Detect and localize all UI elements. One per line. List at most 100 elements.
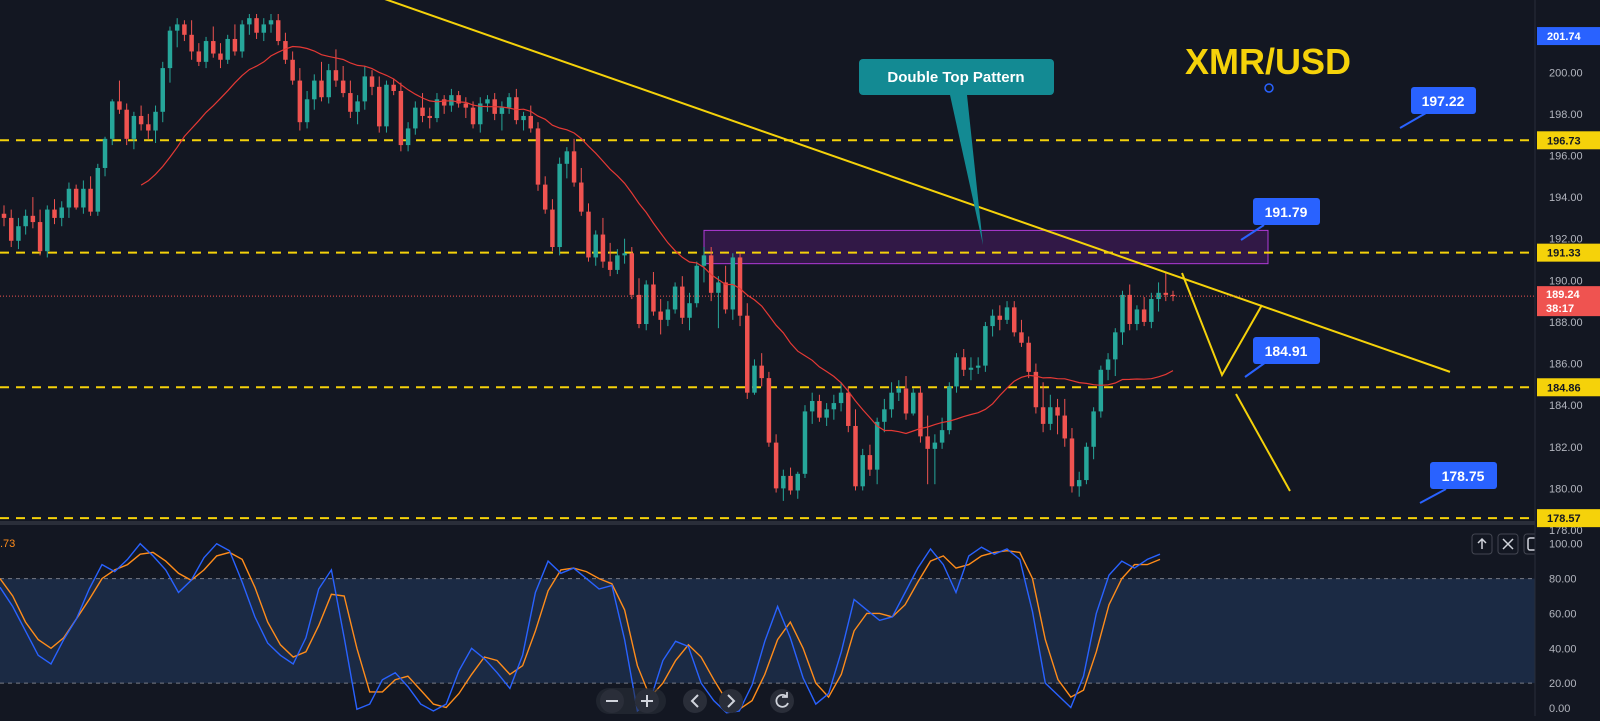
- candle: [968, 357, 974, 381]
- candle: [694, 261, 699, 308]
- candle-body: [1062, 415, 1067, 439]
- candle-body: [174, 24, 180, 31]
- candle-body: [88, 188, 93, 212]
- candle: [752, 359, 757, 395]
- candle: [319, 61, 324, 102]
- candle: [615, 249, 620, 275]
- candle-body: [680, 286, 685, 318]
- candle-body: [925, 436, 930, 449]
- candle-body: [528, 115, 534, 129]
- candle-body: [1055, 407, 1060, 416]
- candle-body: [802, 411, 808, 474]
- candle-body: [384, 84, 389, 127]
- zoom-in-button[interactable]: [635, 689, 659, 713]
- candle: [737, 253, 743, 327]
- candle: [506, 93, 512, 114]
- candle-body: [95, 167, 101, 212]
- candle-body: [138, 115, 144, 125]
- candle-body: [283, 41, 288, 60]
- candle-body: [348, 93, 353, 112]
- scroll-right-button[interactable]: [719, 689, 743, 713]
- callout-label: 184.91: [1265, 343, 1308, 359]
- last-price-tag: 189.24 38:17: [1537, 286, 1600, 317]
- candle: [110, 99, 115, 146]
- callout-box: [1253, 337, 1320, 364]
- price-tick-label: 196.00: [1549, 150, 1583, 162]
- candle: [247, 14, 252, 35]
- callout-184-91[interactable]: 184.91: [1244, 337, 1320, 378]
- pane-close-frame: [1497, 533, 1519, 555]
- candle-body: [427, 115, 432, 119]
- pattern-annotation[interactable]: Double Top Pattern: [859, 59, 1054, 245]
- candle: [607, 242, 613, 277]
- candle-body: [369, 76, 375, 87]
- candle: [824, 403, 829, 426]
- candle: [88, 176, 93, 216]
- candle-body: [261, 24, 267, 33]
- candle: [225, 34, 230, 64]
- candle: [680, 276, 685, 325]
- candle: [896, 380, 902, 401]
- candle-body: [889, 392, 894, 410]
- candle-body: [297, 80, 303, 123]
- candle-body: [600, 234, 606, 262]
- axis-price-tag-label: 184.86: [1547, 382, 1581, 394]
- reset-chart-button[interactable]: [770, 689, 794, 713]
- candle-body: [81, 188, 86, 208]
- candle-body: [824, 409, 829, 418]
- pattern-pointer: [950, 95, 983, 245]
- candle-body: [766, 378, 772, 443]
- candle-body: [290, 59, 295, 81]
- candle-body: [146, 124, 151, 131]
- zoom-out-button[interactable]: [600, 689, 624, 713]
- candle-body: [853, 425, 858, 487]
- callout-label: 191.79: [1265, 204, 1308, 220]
- candle-body: [903, 388, 909, 414]
- pane-close-button[interactable]: [1497, 533, 1519, 555]
- callout-197-22[interactable]: 197.22: [1399, 87, 1476, 129]
- candle: [1019, 319, 1024, 347]
- callout-178-75[interactable]: 178.75: [1419, 462, 1497, 504]
- candle: [954, 353, 959, 393]
- candle-body: [975, 365, 981, 368]
- candle: [189, 20, 194, 60]
- candle: [8, 209, 14, 248]
- candle: [535, 122, 541, 191]
- navigation-toolbar: [596, 688, 794, 714]
- candle-body: [687, 303, 692, 318]
- candle: [1004, 301, 1010, 325]
- candle: [470, 101, 476, 129]
- candle: [586, 203, 591, 262]
- candle-body: [1012, 307, 1017, 333]
- scroll-left-button[interactable]: [683, 689, 707, 713]
- candle: [983, 321, 988, 372]
- candle: [593, 230, 598, 266]
- candle-body: [1149, 299, 1154, 322]
- reset-icon: [775, 692, 789, 708]
- candle-body: [571, 151, 577, 183]
- price-axis[interactable]: 178.00 180.00 182.00 184.00 186.00 188.00 190.…: [1534, 0, 1600, 716]
- pane-move-up-button[interactable]: [1471, 533, 1493, 555]
- chevron-right-icon: [727, 694, 736, 708]
- candle-body: [716, 282, 721, 293]
- price-axis-bg: [1535, 0, 1600, 716]
- candle-body: [1163, 292, 1169, 295]
- candle-body: [788, 475, 793, 491]
- callout-191-79[interactable]: 191.79: [1240, 198, 1320, 241]
- candle-body: [867, 455, 873, 470]
- candle: [485, 95, 490, 112]
- reset-circle: [770, 689, 794, 713]
- scroll-left-circle: [683, 689, 707, 713]
- candle: [203, 36, 209, 69]
- candle: [37, 209, 43, 256]
- candle: [759, 353, 764, 387]
- candle-body: [102, 138, 108, 168]
- candle: [918, 386, 923, 443]
- candle-body: [124, 109, 129, 139]
- axis-price-tag: 178.57: [1537, 509, 1600, 528]
- symbol-title: XMR/USD: [1185, 41, 1351, 82]
- candle: [499, 101, 505, 131]
- candle: [975, 357, 981, 374]
- candle: [434, 93, 440, 123]
- candle-body: [550, 209, 555, 248]
